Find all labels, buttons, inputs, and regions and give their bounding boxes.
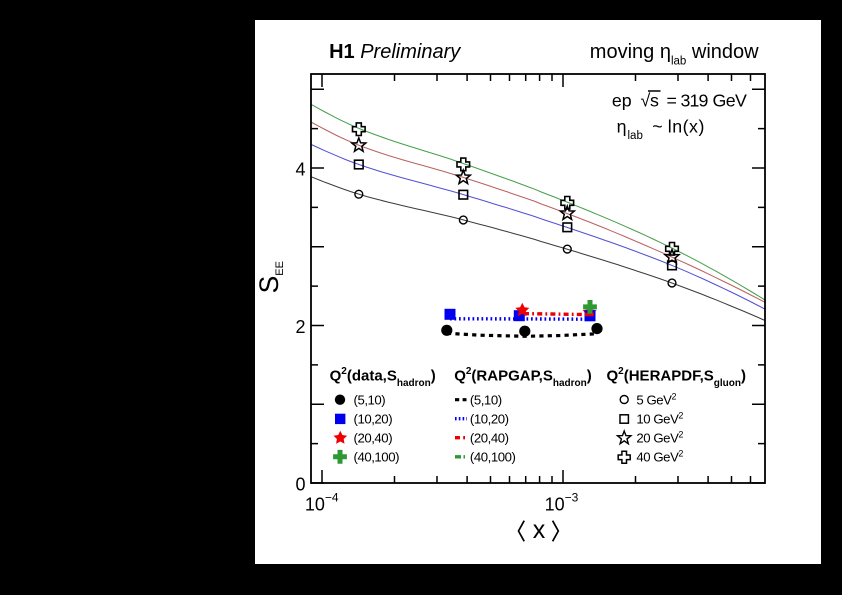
svg-text:H1 Preliminary: H1 Preliminary [329, 41, 461, 63]
svg-text:x: x [533, 516, 546, 544]
svg-text:(20,40): (20,40) [354, 430, 393, 445]
svg-text:4: 4 [295, 160, 305, 180]
svg-text:(20,40): (20,40) [470, 430, 509, 445]
svg-text:(40,100): (40,100) [470, 449, 516, 464]
svg-text:Q2(HERAPDF,Sgluon): Q2(HERAPDF,Sgluon) [607, 366, 746, 389]
svg-text:(10,20): (10,20) [354, 411, 393, 426]
svg-text:20 GeV2: 20 GeV2 [636, 429, 683, 445]
svg-text:(10,20): (10,20) [470, 411, 509, 426]
svg-text:40 GeV2: 40 GeV2 [636, 448, 683, 464]
svg-text:ηlab~ln(x): ηlab ~ ln(x) [617, 117, 705, 143]
svg-text:(5,10): (5,10) [470, 393, 502, 408]
svg-text:5 GeV2: 5 GeV2 [636, 392, 676, 408]
svg-text:(40,100): (40,100) [354, 449, 400, 464]
svg-text:(5,10): (5,10) [354, 393, 386, 408]
svg-text:0: 0 [295, 475, 305, 495]
svg-text:2: 2 [295, 317, 305, 337]
svg-text:10 GeV2: 10 GeV2 [636, 410, 683, 426]
